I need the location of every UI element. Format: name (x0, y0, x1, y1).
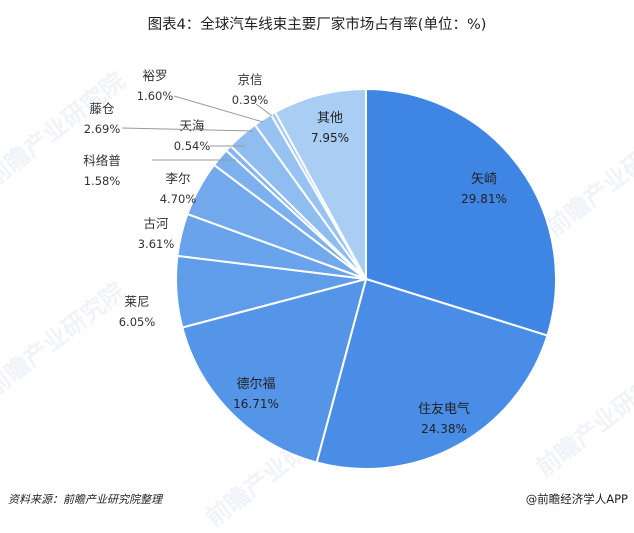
slice-value-label: 24.38% (421, 422, 467, 436)
slice-value-label: 1.60% (137, 89, 174, 103)
slice-name-label: 矢崎 (471, 172, 497, 187)
slice-name-label: 科络普 (83, 153, 121, 168)
slice-name-label: 其他 (317, 111, 343, 126)
slice-name-label: 古河 (143, 216, 169, 231)
slice-value-label: 6.05% (119, 315, 156, 329)
slice-name-label: 裕罗 (142, 68, 167, 83)
slice-name-label: 京信 (237, 72, 262, 87)
slice-value-label: 29.81% (461, 192, 507, 206)
slice-value-label: 0.54% (174, 139, 211, 153)
slice-value-label: 0.39% (232, 93, 269, 107)
pie-slice-12 (273, 87, 367, 280)
leader-line-9 (121, 127, 254, 132)
brand-credit: @前瞻经济学人APP (525, 492, 628, 506)
chart-title: 图表4：全球汽车线束主要厂家市场占有率(单位：%) (147, 17, 487, 33)
pie-slice-2 (315, 277, 549, 470)
slice-value-label: 2.69% (84, 122, 121, 136)
slice-name-label: 住友电气 (418, 401, 470, 417)
slice-value-label: 16.71% (233, 397, 279, 411)
slice-value-label: 7.95% (311, 131, 349, 145)
pie-slice-3 (181, 277, 368, 464)
slice-name-label: 天海 (179, 118, 205, 133)
source-note: 资料来源：前瞻产业研究院整理 (8, 493, 162, 506)
slice-value-label: 4.70% (160, 192, 197, 206)
slice-value-label: 1.58% (84, 174, 121, 188)
leader-line-11 (255, 103, 273, 117)
pie-chart: 矢崎 29.81% 住友电气 24.38% 德尔福 16.71% 莱尼 6.05% 古河 3.61… (83, 68, 558, 470)
pie-slice-1 (365, 87, 558, 337)
slice-name-label: 德尔福 (236, 377, 275, 392)
slice-name-label: 李尔 (165, 171, 190, 186)
leader-line-10 (173, 95, 264, 123)
slice-value-label: 3.61% (138, 237, 175, 251)
slice-name-label: 莱尼 (124, 294, 149, 309)
slice-name-label: 藤仓 (89, 101, 115, 116)
